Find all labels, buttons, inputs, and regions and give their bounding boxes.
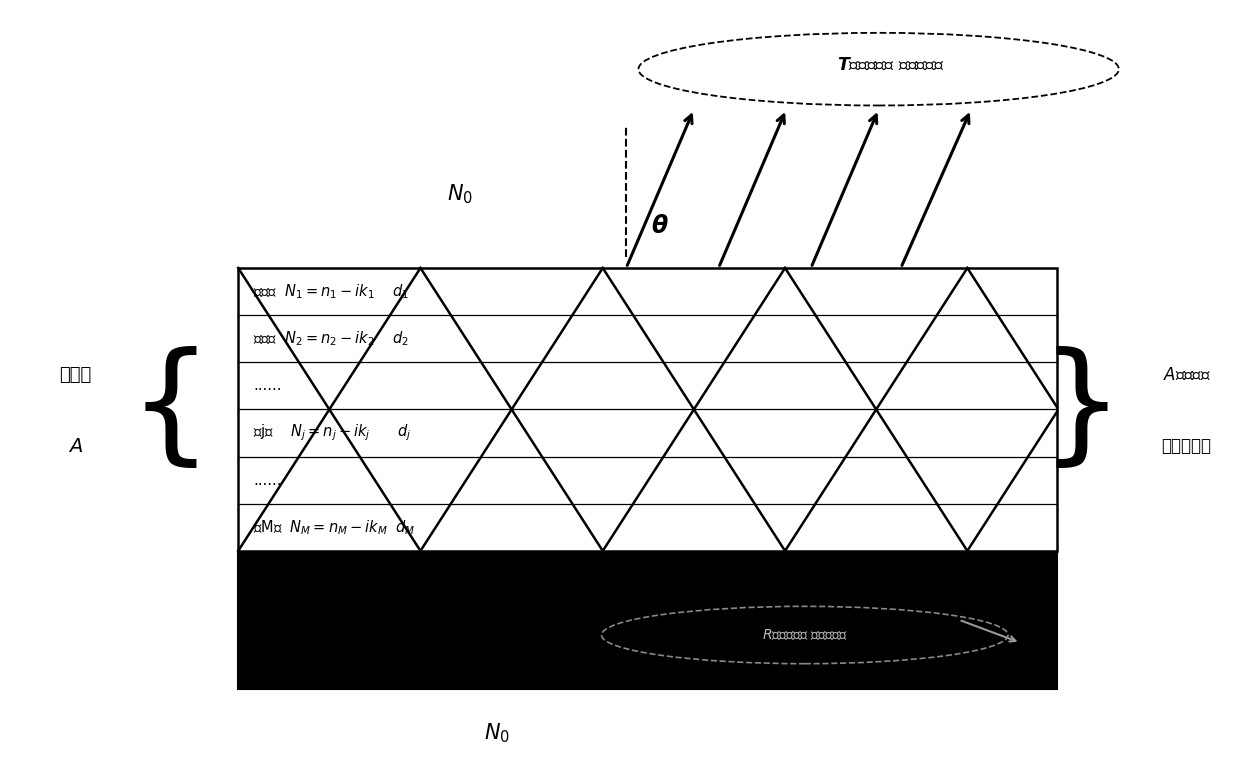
Text: 第M层  $N_M=n_M-ik_M$  $d_M$: 第M层 $N_M=n_M-ik_M$ $d_M$ xyxy=(253,518,415,536)
Text: $N_0$: $N_0$ xyxy=(484,721,510,744)
Text: $\boldsymbol{\theta}$: $\boldsymbol{\theta}$ xyxy=(651,214,668,238)
Text: $A$: $A$ xyxy=(68,437,83,455)
Text: 第二层  $N_2=n_2-ik_2$    $d_2$: 第二层 $N_2=n_2-ik_2$ $d_2$ xyxy=(253,329,409,348)
Text: $A$（吸收）: $A$（吸收） xyxy=(1163,366,1210,384)
Text: 第j层    $N_j=n_j-ik_j$      $d_j$: 第j层 $N_j=n_j-ik_j$ $d_j$ xyxy=(253,423,412,444)
Text: 第一层  $N_1=n_1-ik_1$    $d_1$: 第一层 $N_1=n_1-ik_1$ $d_1$ xyxy=(253,282,409,301)
Bar xyxy=(238,551,1058,689)
Text: 多光束干涉: 多光束干涉 xyxy=(1162,438,1211,455)
Text: 多层膜: 多层膜 xyxy=(60,366,92,384)
Bar xyxy=(238,268,1058,551)
Text: $\boldsymbol{T}$（透过率） 多光束干涉: $\boldsymbol{T}$（透过率） 多光束干涉 xyxy=(837,56,945,74)
Text: ......: ...... xyxy=(253,472,281,488)
Text: }: } xyxy=(1040,346,1123,473)
Text: $R$（反射率） 多光束干涉: $R$（反射率） 多光束干涉 xyxy=(761,628,848,642)
Text: ......: ...... xyxy=(253,378,281,393)
Text: $N_0$: $N_0$ xyxy=(446,182,472,206)
Text: {: { xyxy=(129,346,212,473)
